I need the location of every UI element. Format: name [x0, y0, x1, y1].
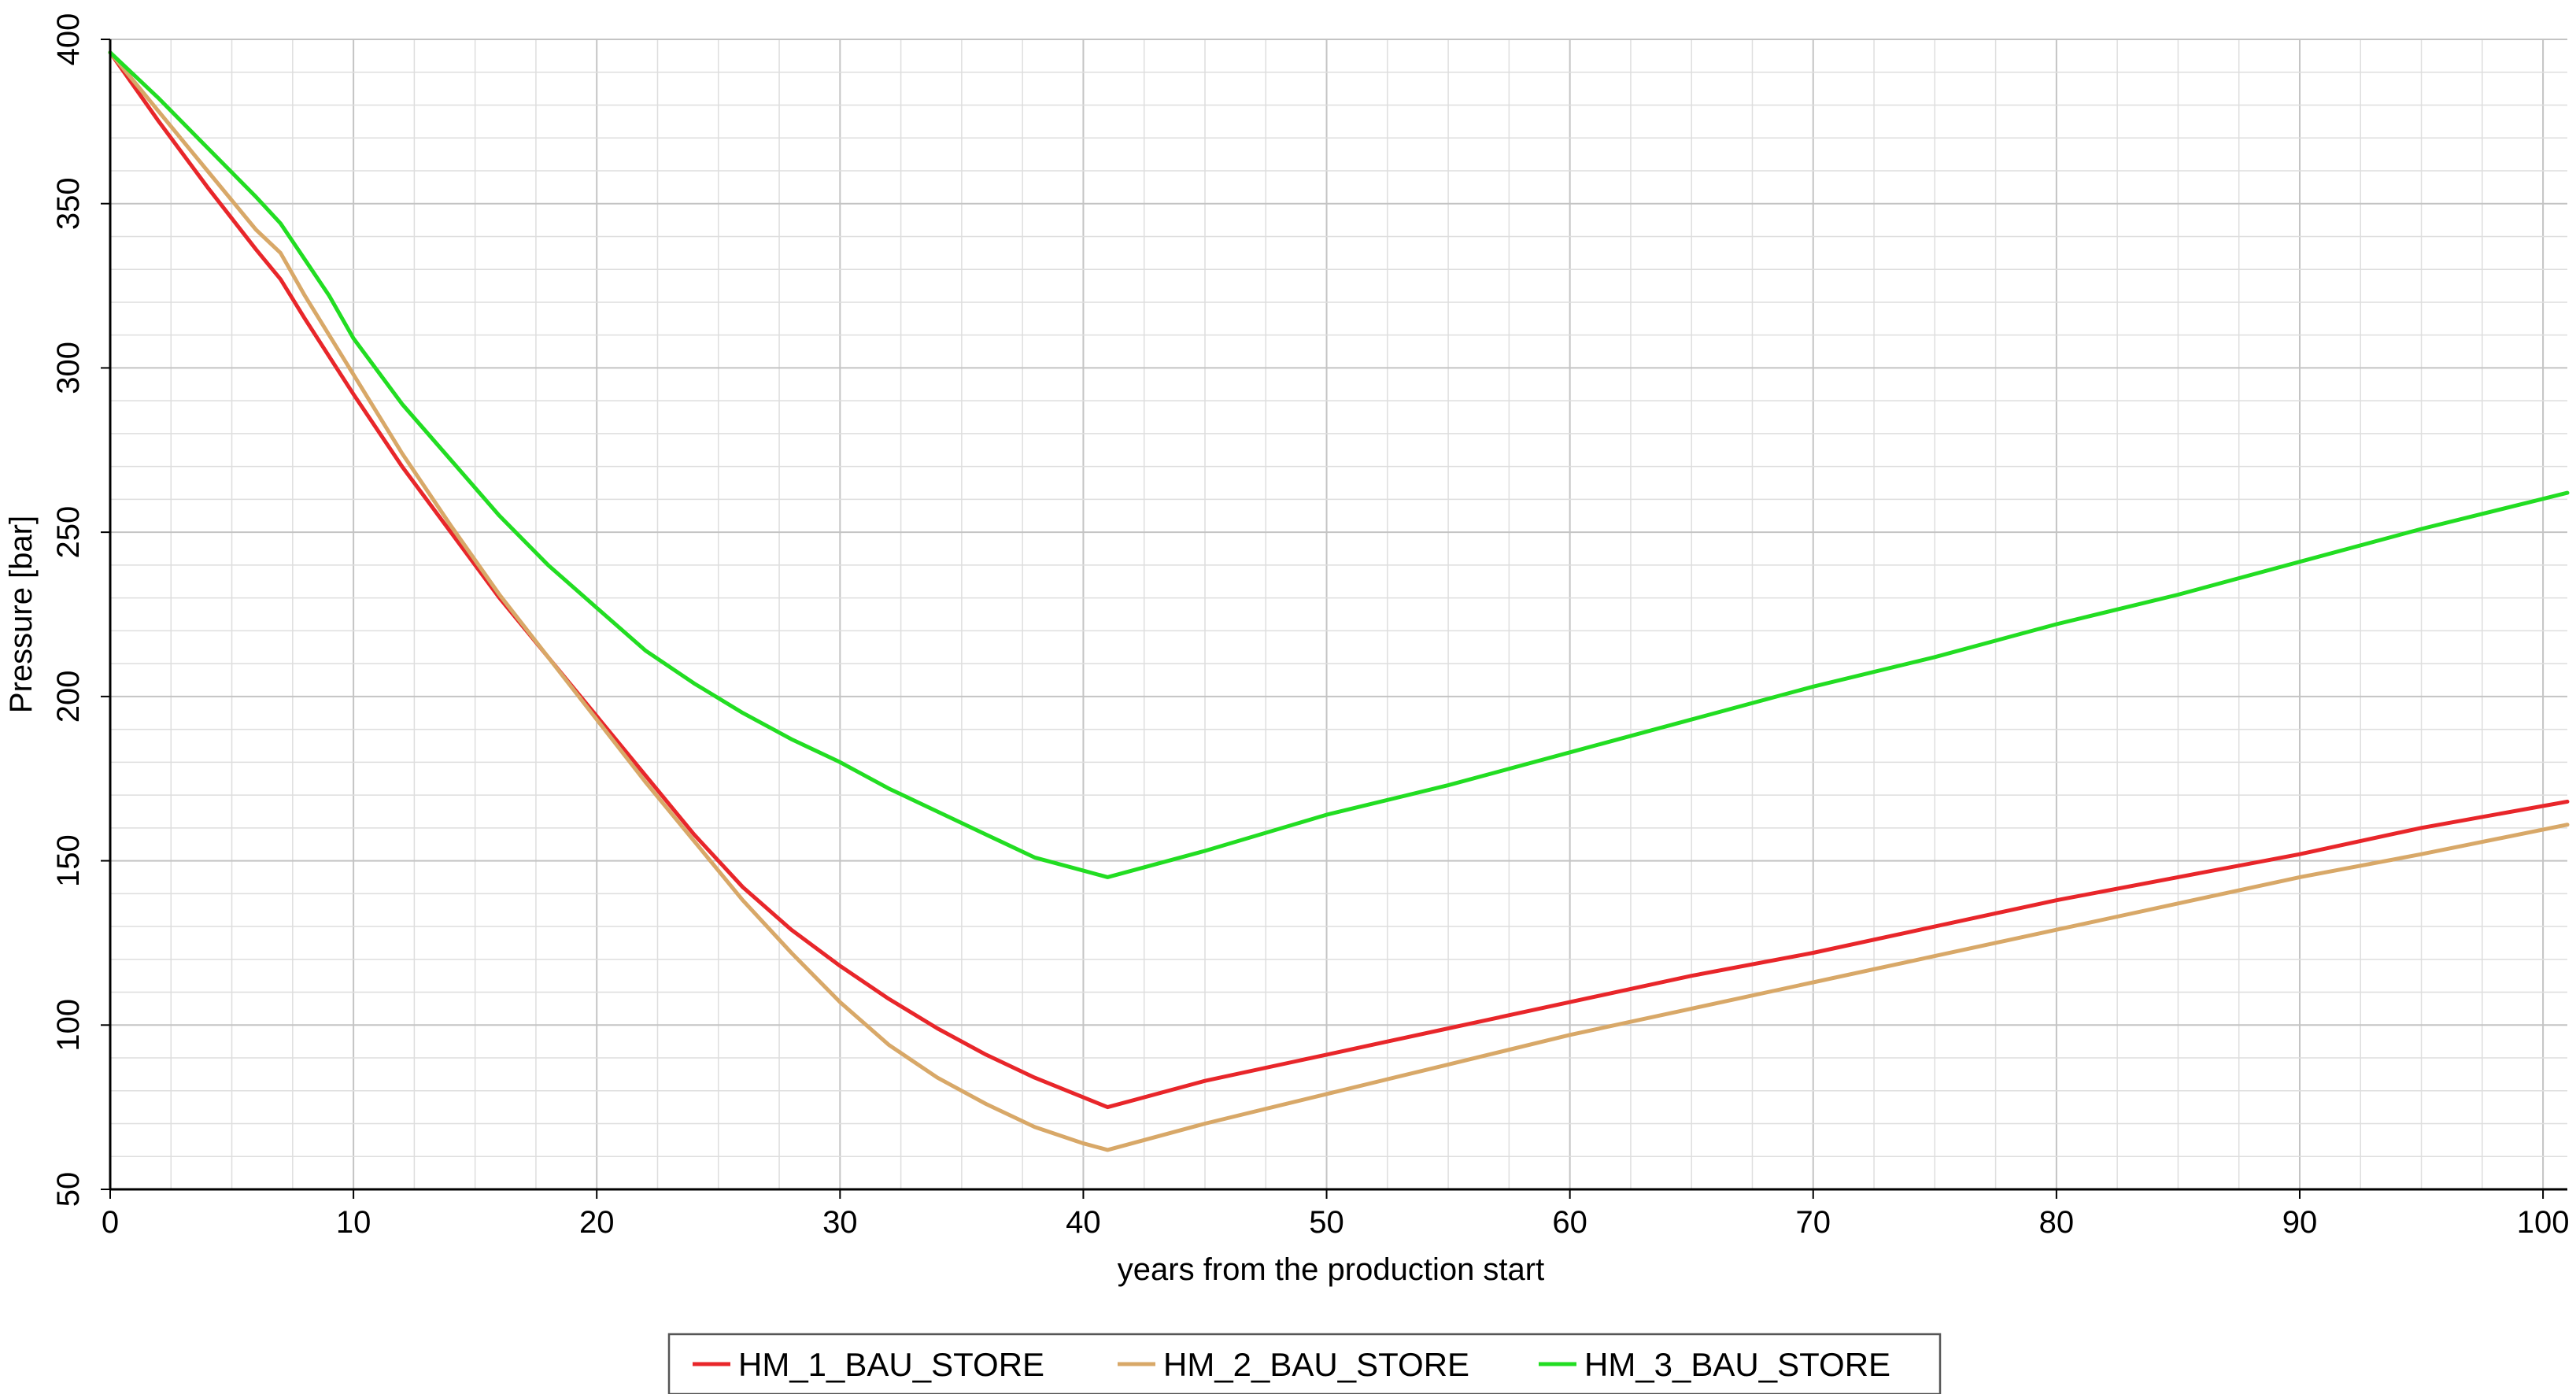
x-tick-label: 100 — [2517, 1205, 2570, 1240]
legend-label-1: HM_1_BAU_STORE — [738, 1346, 1044, 1383]
x-tick-label: 90 — [2282, 1205, 2318, 1240]
legend-label-2: HM_2_BAU_STORE — [1163, 1346, 1469, 1383]
series-line-2 — [108, 50, 2570, 1152]
x-tick-label: 0 — [102, 1205, 119, 1240]
y-tick-label: 250 — [51, 506, 86, 559]
x-tick-label: 60 — [1552, 1205, 1587, 1240]
y-axis-title: Pressure [bar] — [4, 516, 39, 713]
y-tick-label: 350 — [51, 177, 86, 230]
legend-label-3: HM_3_BAU_STORE — [1584, 1346, 1890, 1383]
x-tick-label: 70 — [1796, 1205, 1831, 1240]
y-tick-label: 300 — [51, 342, 86, 394]
y-tick-label: 200 — [51, 670, 86, 723]
axes — [109, 39, 2567, 1191]
x-tick-label: 80 — [2039, 1205, 2075, 1240]
series-layer — [108, 50, 2570, 1152]
y-tick-label: 150 — [51, 834, 86, 887]
series-line-3 — [108, 50, 2570, 879]
y-tick-label: 400 — [51, 13, 86, 66]
legend-box — [667, 1333, 1942, 1394]
x-tick-label: 30 — [822, 1205, 858, 1240]
y-tick-label: 100 — [51, 999, 86, 1052]
x-axis-title: years from the production start — [1118, 1252, 1544, 1287]
x-tick-label: 10 — [336, 1205, 371, 1240]
x-tick-label: 40 — [1066, 1205, 1101, 1240]
series-line-1 — [108, 50, 2570, 1110]
legend: HM_1_BAU_STORE HM_2_BAU_STORE HM_3_BAU_STO… — [667, 1333, 1942, 1394]
x-tick-label: 50 — [1309, 1205, 1344, 1240]
x-tick-label: 20 — [579, 1205, 615, 1240]
tick-labels: 0 10 20 30 40 50 60 70 80 90 100 50 100 150 200 250 300 3… — [51, 13, 2569, 1240]
y-tick-label: 50 — [51, 1172, 86, 1207]
